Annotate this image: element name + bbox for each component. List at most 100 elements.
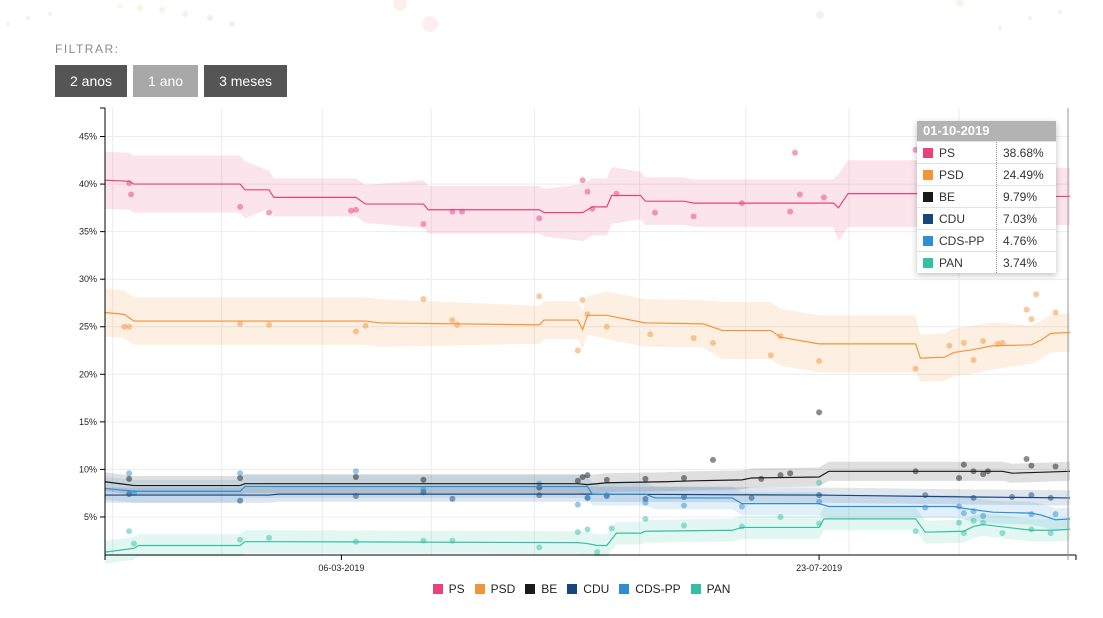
poll-point-be[interactable] xyxy=(126,475,133,482)
poll-point-psd[interactable] xyxy=(1033,291,1040,298)
poll-point-ps[interactable] xyxy=(787,208,794,215)
poll-point-cdu[interactable] xyxy=(970,494,977,501)
filter-2-anos-button[interactable]: 2 anos xyxy=(55,65,128,97)
poll-point-be[interactable] xyxy=(237,474,244,481)
poll-point-be[interactable] xyxy=(816,409,823,416)
poll-point-be[interactable] xyxy=(681,474,687,481)
poll-point-ps[interactable] xyxy=(579,177,586,184)
poll-point-cdu[interactable] xyxy=(237,497,244,504)
poll-point-pan[interactable] xyxy=(1028,526,1035,533)
poll-point-cds-pp[interactable] xyxy=(1052,511,1059,518)
poll-point-pan[interactable] xyxy=(956,519,963,526)
poll-point-be[interactable] xyxy=(709,456,716,463)
poll-point-be[interactable] xyxy=(1028,462,1035,469)
poll-point-ps[interactable] xyxy=(791,149,798,156)
poll-point-pan[interactable] xyxy=(574,529,581,536)
poll-point-cds-pp[interactable] xyxy=(980,513,987,520)
poll-point-cds-pp[interactable] xyxy=(642,499,649,506)
poll-point-cds-pp[interactable] xyxy=(352,468,359,475)
poll-point-ps[interactable] xyxy=(352,206,359,213)
filter-1-ano-button[interactable]: 1 ano xyxy=(133,65,199,97)
poll-point-ps[interactable] xyxy=(128,191,135,198)
poll-point-cds-pp[interactable] xyxy=(126,470,133,477)
poll-point-psd[interactable] xyxy=(126,323,133,330)
poll-point-cds-pp[interactable] xyxy=(584,494,591,501)
poll-point-pan[interactable] xyxy=(1047,530,1054,537)
poll-point-be[interactable] xyxy=(787,470,794,477)
poll-point-ps[interactable] xyxy=(420,221,427,228)
poll-point-cdu[interactable] xyxy=(922,492,929,499)
legend-item-pan[interactable]: PAN xyxy=(690,582,730,596)
poll-point-psd[interactable] xyxy=(536,293,543,300)
poll-point-pan[interactable] xyxy=(266,534,273,541)
poll-point-cds-pp[interactable] xyxy=(574,501,581,508)
poll-point-ps[interactable] xyxy=(690,213,697,220)
poll-point-psd[interactable] xyxy=(266,321,273,328)
poll-point-pan[interactable] xyxy=(584,526,591,533)
legend-item-cds-pp[interactable]: CDS-PP xyxy=(619,582,681,596)
poll-point-be[interactable] xyxy=(642,475,649,482)
poll-point-psd[interactable] xyxy=(352,328,359,335)
poll-point-cds-pp[interactable] xyxy=(603,492,610,499)
poll-point-pan[interactable] xyxy=(420,537,427,544)
poll-point-cds-pp[interactable] xyxy=(420,486,427,493)
poll-point-psd[interactable] xyxy=(647,331,654,338)
legend-item-ps[interactable]: PS xyxy=(432,582,465,596)
poll-point-psd[interactable] xyxy=(690,335,697,342)
poll-point-psd[interactable] xyxy=(980,338,987,345)
poll-point-be[interactable] xyxy=(777,472,784,479)
legend-item-cdu[interactable]: CDU xyxy=(567,582,609,596)
poll-point-pan[interactable] xyxy=(816,479,823,486)
poll-point-psd[interactable] xyxy=(912,365,919,372)
poll-point-pan[interactable] xyxy=(777,513,784,520)
poll-point-pan[interactable] xyxy=(130,540,137,547)
filter-3-meses-button[interactable]: 3 meses xyxy=(204,65,288,97)
poll-point-pan[interactable] xyxy=(237,536,244,543)
poll-point-pan[interactable] xyxy=(642,515,649,522)
poll-point-psd[interactable] xyxy=(816,357,823,364)
poll-point-cds-pp[interactable] xyxy=(960,510,967,517)
poll-point-psd[interactable] xyxy=(999,339,1006,346)
poll-point-be[interactable] xyxy=(603,476,610,483)
poll-point-cds-pp[interactable] xyxy=(922,504,929,511)
poll-point-psd[interactable] xyxy=(1028,316,1035,323)
poll-point-psd[interactable] xyxy=(767,352,774,359)
poll-point-psd[interactable] xyxy=(603,323,610,330)
legend-item-be[interactable]: BE xyxy=(525,582,557,596)
poll-point-ps[interactable] xyxy=(652,209,659,216)
poll-point-be[interactable] xyxy=(1023,455,1030,462)
poll-point-pan[interactable] xyxy=(999,530,1006,537)
poll-point-pan[interactable] xyxy=(126,528,133,535)
poll-point-ps[interactable] xyxy=(796,191,803,198)
poll-point-ps[interactable] xyxy=(348,207,355,214)
poll-point-pan[interactable] xyxy=(912,528,919,535)
poll-point-psd[interactable] xyxy=(1023,306,1030,313)
poll-point-be[interactable] xyxy=(758,475,765,482)
poll-point-pan[interactable] xyxy=(681,522,687,529)
poll-point-cdu[interactable] xyxy=(1028,492,1035,499)
poll-point-ps[interactable] xyxy=(820,194,827,201)
poll-point-psd[interactable] xyxy=(121,323,128,330)
poll-point-cdu[interactable] xyxy=(449,495,456,502)
poll-point-be[interactable] xyxy=(420,476,427,483)
poll-point-psd[interactable] xyxy=(1052,309,1059,316)
poll-point-psd[interactable] xyxy=(454,321,461,328)
poll-point-be[interactable] xyxy=(584,472,591,479)
poll-point-pan[interactable] xyxy=(536,544,543,551)
poll-point-cdu[interactable] xyxy=(536,492,543,499)
poll-point-be[interactable] xyxy=(980,471,987,478)
poll-point-psd[interactable] xyxy=(960,339,967,346)
poll-point-be[interactable] xyxy=(352,474,359,481)
poll-point-pan[interactable] xyxy=(608,525,615,532)
poll-point-be[interactable] xyxy=(1052,463,1059,470)
legend-item-psd[interactable]: PSD xyxy=(474,582,515,596)
poll-point-psd[interactable] xyxy=(709,339,716,346)
poll-point-be[interactable] xyxy=(956,474,963,481)
poll-point-psd[interactable] xyxy=(970,357,977,364)
poll-point-psd[interactable] xyxy=(579,297,586,304)
poll-point-psd[interactable] xyxy=(362,322,369,329)
poll-point-psd[interactable] xyxy=(420,296,427,303)
poll-point-psd[interactable] xyxy=(237,320,244,327)
poll-point-psd[interactable] xyxy=(574,347,581,354)
